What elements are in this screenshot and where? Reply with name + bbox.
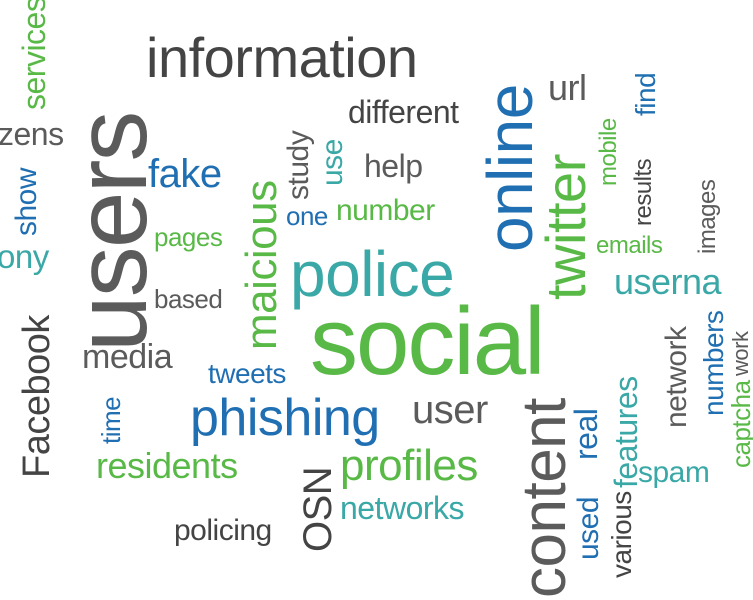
word-pages: pages <box>154 222 223 252</box>
word-phishing: phishing <box>190 389 380 447</box>
word-used: used <box>572 496 605 560</box>
word-emails: emails <box>596 232 663 259</box>
word-help: help <box>364 148 423 184</box>
word-userna: userna <box>614 261 722 302</box>
word-facebook: Facebook <box>16 315 58 478</box>
word-various: various <box>606 491 637 578</box>
word-numbers: numbers <box>698 310 729 416</box>
word-captcha: captcha <box>726 380 753 468</box>
word-work: work <box>728 331 753 376</box>
word-time: time <box>96 396 126 444</box>
word-content: content <box>510 398 579 598</box>
word-spam: spam <box>638 456 710 489</box>
word-fake: fake <box>148 152 222 196</box>
word-profiles: profiles <box>340 441 478 490</box>
word-mobile: mobile <box>595 118 622 186</box>
word-images: images <box>694 179 721 254</box>
word-networks: networks <box>340 490 465 526</box>
word-different: different <box>348 94 459 130</box>
word-online: online <box>474 84 546 252</box>
word-one: one <box>286 201 328 231</box>
word-residents: residents <box>96 445 238 486</box>
word-twitter: twitter <box>534 154 597 300</box>
word-osn: OSN <box>296 466 340 552</box>
word-media: media <box>82 338 173 376</box>
word-results: results <box>630 158 657 226</box>
word-number: number <box>336 194 435 227</box>
word-user: user <box>412 388 488 432</box>
word-based: based <box>154 284 223 314</box>
word-network: network <box>660 326 693 428</box>
word-tweets: tweets <box>208 358 286 389</box>
word-police: police <box>290 238 455 310</box>
word-find: find <box>630 72 661 116</box>
word-real: real <box>568 408 604 460</box>
word-use: use <box>316 139 349 186</box>
word-zens: zens <box>0 116 64 152</box>
word-information: information <box>146 26 418 89</box>
word-social: social <box>310 288 545 395</box>
word-services: services <box>16 0 52 110</box>
word-ony: ony <box>0 238 49 275</box>
word-policing: policing <box>174 514 272 547</box>
word-users: users <box>54 112 168 352</box>
word-show: show <box>10 167 43 236</box>
word-maicious: maicious <box>237 180 286 350</box>
word-url: url <box>548 67 587 108</box>
word-study: study <box>282 130 315 200</box>
